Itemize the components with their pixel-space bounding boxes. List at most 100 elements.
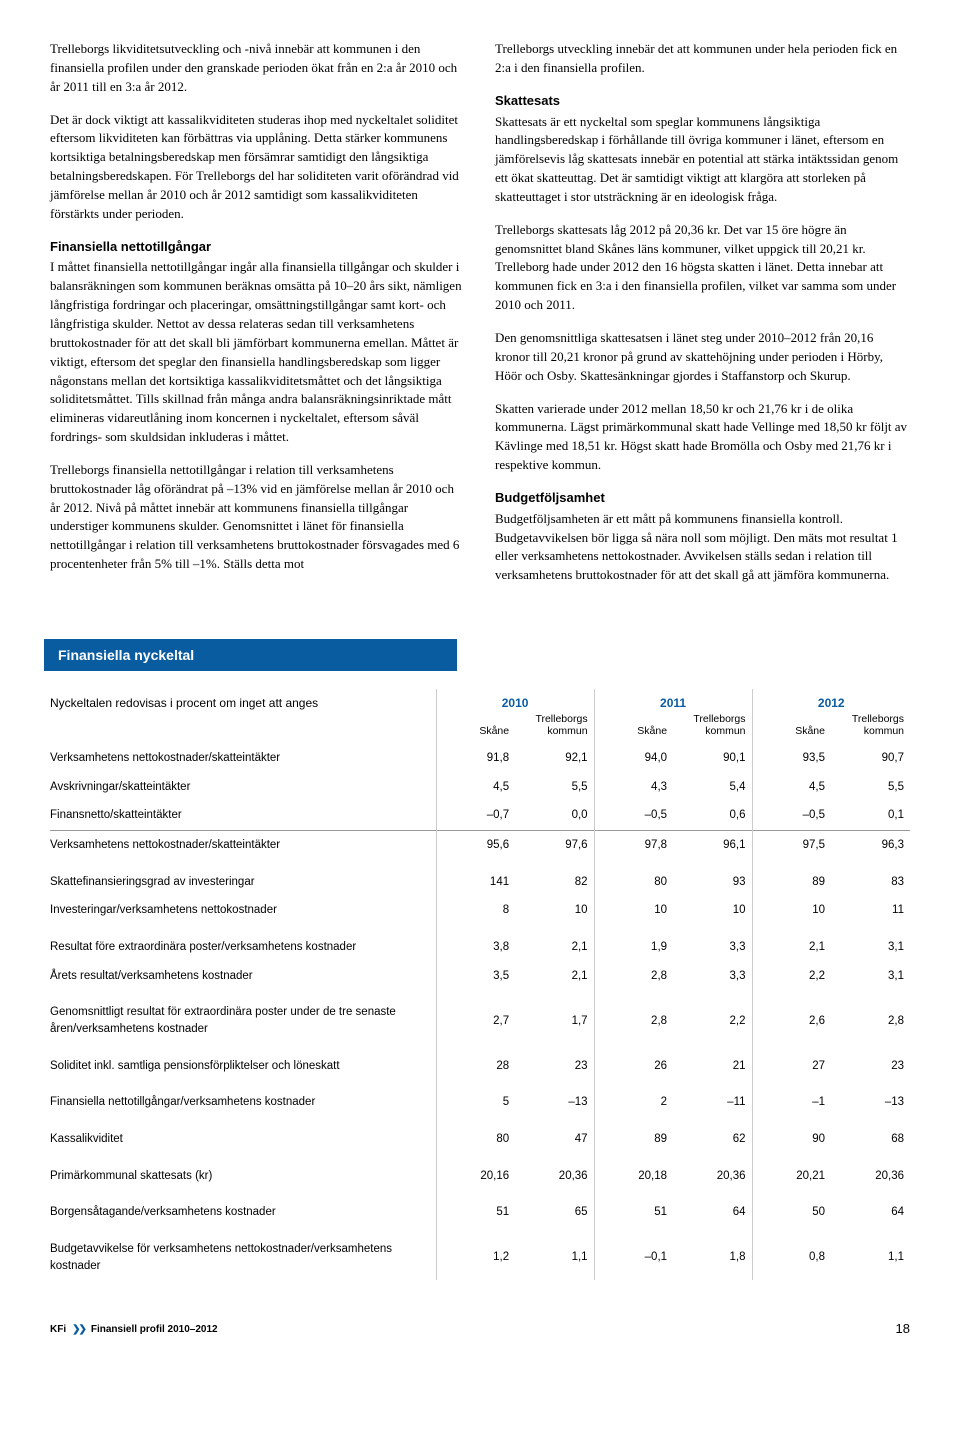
text-columns: Trelleborgs likviditetsutveckling och -n… bbox=[50, 40, 910, 599]
cell-value: –0,5 bbox=[594, 801, 673, 830]
subheading: Finansiella nettotillgångar bbox=[50, 238, 465, 257]
cell-value: 3,3 bbox=[673, 925, 752, 962]
cell-value: 4,3 bbox=[594, 773, 673, 802]
table-row: Resultat före extraordinära poster/verks… bbox=[50, 925, 910, 962]
cell-value: 5,4 bbox=[673, 773, 752, 802]
table-row: Investeringar/verksamhetens nettokostnad… bbox=[50, 896, 910, 925]
cell-value: 97,8 bbox=[594, 830, 673, 859]
paragraph: Skatten varierade under 2012 mellan 18,5… bbox=[495, 400, 910, 475]
cell-value: 2,8 bbox=[594, 990, 673, 1043]
cell-value: 5,5 bbox=[831, 773, 910, 802]
cell-value: 2,2 bbox=[752, 962, 831, 991]
table-note: Nyckeltalen redovisas i procent om inget… bbox=[50, 689, 436, 712]
cell-value: 80 bbox=[594, 860, 673, 897]
footer-title: Finansiell profil 2010–2012 bbox=[91, 1323, 218, 1338]
col-header: Trelleborgskommun bbox=[515, 713, 594, 744]
cell-value: 1,8 bbox=[673, 1227, 752, 1280]
cell-value: 1,9 bbox=[594, 925, 673, 962]
table-subheader-row: Skåne Trelleborgskommun Skåne Trelleborg… bbox=[50, 713, 910, 744]
page-footer: KFi ❯❯ Finansiell profil 2010–2012 18 bbox=[50, 1320, 910, 1339]
cell-value: 0,8 bbox=[752, 1227, 831, 1280]
cell-value: 90,7 bbox=[831, 744, 910, 773]
cell-value: –13 bbox=[515, 1080, 594, 1117]
cell-value: 4,5 bbox=[436, 773, 515, 802]
cell-value: 83 bbox=[831, 860, 910, 897]
cell-value: 0,0 bbox=[515, 801, 594, 830]
paragraph: I måttet finansiella nettotillgångar ing… bbox=[50, 258, 465, 446]
table-row: Budgetavvikelse för verksamhetens nettok… bbox=[50, 1227, 910, 1280]
cell-value: 89 bbox=[594, 1117, 673, 1154]
cell-value: 96,3 bbox=[831, 830, 910, 859]
cell-value: 5 bbox=[436, 1080, 515, 1117]
row-label: Genomsnittligt resultat för extraordinär… bbox=[50, 990, 436, 1043]
table-row: Finansnetto/skatteintäkter–0,70,0–0,50,6… bbox=[50, 801, 910, 830]
cell-value: 89 bbox=[752, 860, 831, 897]
cell-value: 51 bbox=[594, 1190, 673, 1227]
cell-value: 2,2 bbox=[673, 990, 752, 1043]
cell-value: 94,0 bbox=[594, 744, 673, 773]
cell-value: 62 bbox=[673, 1117, 752, 1154]
left-column: Trelleborgs likviditetsutveckling och -n… bbox=[50, 40, 465, 599]
cell-value: 93,5 bbox=[752, 744, 831, 773]
paragraph: Skattesats är ett nyckeltal som speglar … bbox=[495, 113, 910, 207]
cell-value: 11 bbox=[831, 896, 910, 925]
cell-value: 20,16 bbox=[436, 1154, 515, 1191]
cell-value: 2,7 bbox=[436, 990, 515, 1043]
paragraph: Det är dock viktigt att kassalikviditete… bbox=[50, 111, 465, 224]
cell-value: 28 bbox=[436, 1044, 515, 1081]
cell-value: 0,6 bbox=[673, 801, 752, 830]
cell-value: 10 bbox=[594, 896, 673, 925]
cell-value: 26 bbox=[594, 1044, 673, 1081]
cell-value: 47 bbox=[515, 1117, 594, 1154]
row-label: Finansnetto/skatteintäkter bbox=[50, 801, 436, 830]
cell-value: 27 bbox=[752, 1044, 831, 1081]
row-label: Primärkommunal skattesats (kr) bbox=[50, 1154, 436, 1191]
row-label: Investeringar/verksamhetens nettokostnad… bbox=[50, 896, 436, 925]
cell-value: 20,21 bbox=[752, 1154, 831, 1191]
cell-value: –0,7 bbox=[436, 801, 515, 830]
cell-value: 3,5 bbox=[436, 962, 515, 991]
cell-value: 20,36 bbox=[515, 1154, 594, 1191]
cell-value: 93 bbox=[673, 860, 752, 897]
cell-value: 90,1 bbox=[673, 744, 752, 773]
cell-value: 5,5 bbox=[515, 773, 594, 802]
cell-value: 2,6 bbox=[752, 990, 831, 1043]
cell-value: 82 bbox=[515, 860, 594, 897]
right-column: Trelleborgs utveckling innebär det att k… bbox=[495, 40, 910, 599]
paragraph: Budgetföljsamheten är ett mått på kommun… bbox=[495, 510, 910, 585]
cell-value: 3,1 bbox=[831, 962, 910, 991]
year-header: 2010 bbox=[436, 689, 594, 712]
table-row: Finansiella nettotillgångar/verksamheten… bbox=[50, 1080, 910, 1117]
subheading: Budgetföljsamhet bbox=[495, 489, 910, 508]
cell-value: 1,1 bbox=[831, 1227, 910, 1280]
paragraph: Trelleborgs skattesats låg 2012 på 20,36… bbox=[495, 221, 910, 315]
table-row: Skattefinansieringsgrad av investeringar… bbox=[50, 860, 910, 897]
table-row: Verksamhetens nettokostnader/skatteintäk… bbox=[50, 830, 910, 859]
cell-value: 64 bbox=[831, 1190, 910, 1227]
row-label: Soliditet inkl. samtliga pensionsförplik… bbox=[50, 1044, 436, 1081]
cell-value: 2,1 bbox=[515, 925, 594, 962]
cell-value: 2,8 bbox=[594, 962, 673, 991]
cell-value: 3,8 bbox=[436, 925, 515, 962]
col-header: Trelleborgskommun bbox=[831, 713, 910, 744]
cell-value: 10 bbox=[752, 896, 831, 925]
table-row: Primärkommunal skattesats (kr)20,1620,36… bbox=[50, 1154, 910, 1191]
cell-value: 97,6 bbox=[515, 830, 594, 859]
cell-value: 1,7 bbox=[515, 990, 594, 1043]
cell-value: 80 bbox=[436, 1117, 515, 1154]
cell-value: 10 bbox=[673, 896, 752, 925]
cell-value: 65 bbox=[515, 1190, 594, 1227]
table-row: Soliditet inkl. samtliga pensionsförplik… bbox=[50, 1044, 910, 1081]
row-label: Verksamhetens nettokostnader/skatteintäk… bbox=[50, 830, 436, 859]
year-header: 2011 bbox=[594, 689, 752, 712]
page-number: 18 bbox=[896, 1320, 910, 1339]
cell-value: 90 bbox=[752, 1117, 831, 1154]
cell-value: –0,1 bbox=[594, 1227, 673, 1280]
row-label: Skattefinansieringsgrad av investeringar bbox=[50, 860, 436, 897]
cell-value: 2 bbox=[594, 1080, 673, 1117]
cell-value: 64 bbox=[673, 1190, 752, 1227]
col-header: Trelleborgskommun bbox=[673, 713, 752, 744]
row-label: Verksamhetens nettokostnader/skatteintäk… bbox=[50, 744, 436, 773]
cell-value: –13 bbox=[831, 1080, 910, 1117]
paragraph: Trelleborgs likviditetsutveckling och -n… bbox=[50, 40, 465, 97]
